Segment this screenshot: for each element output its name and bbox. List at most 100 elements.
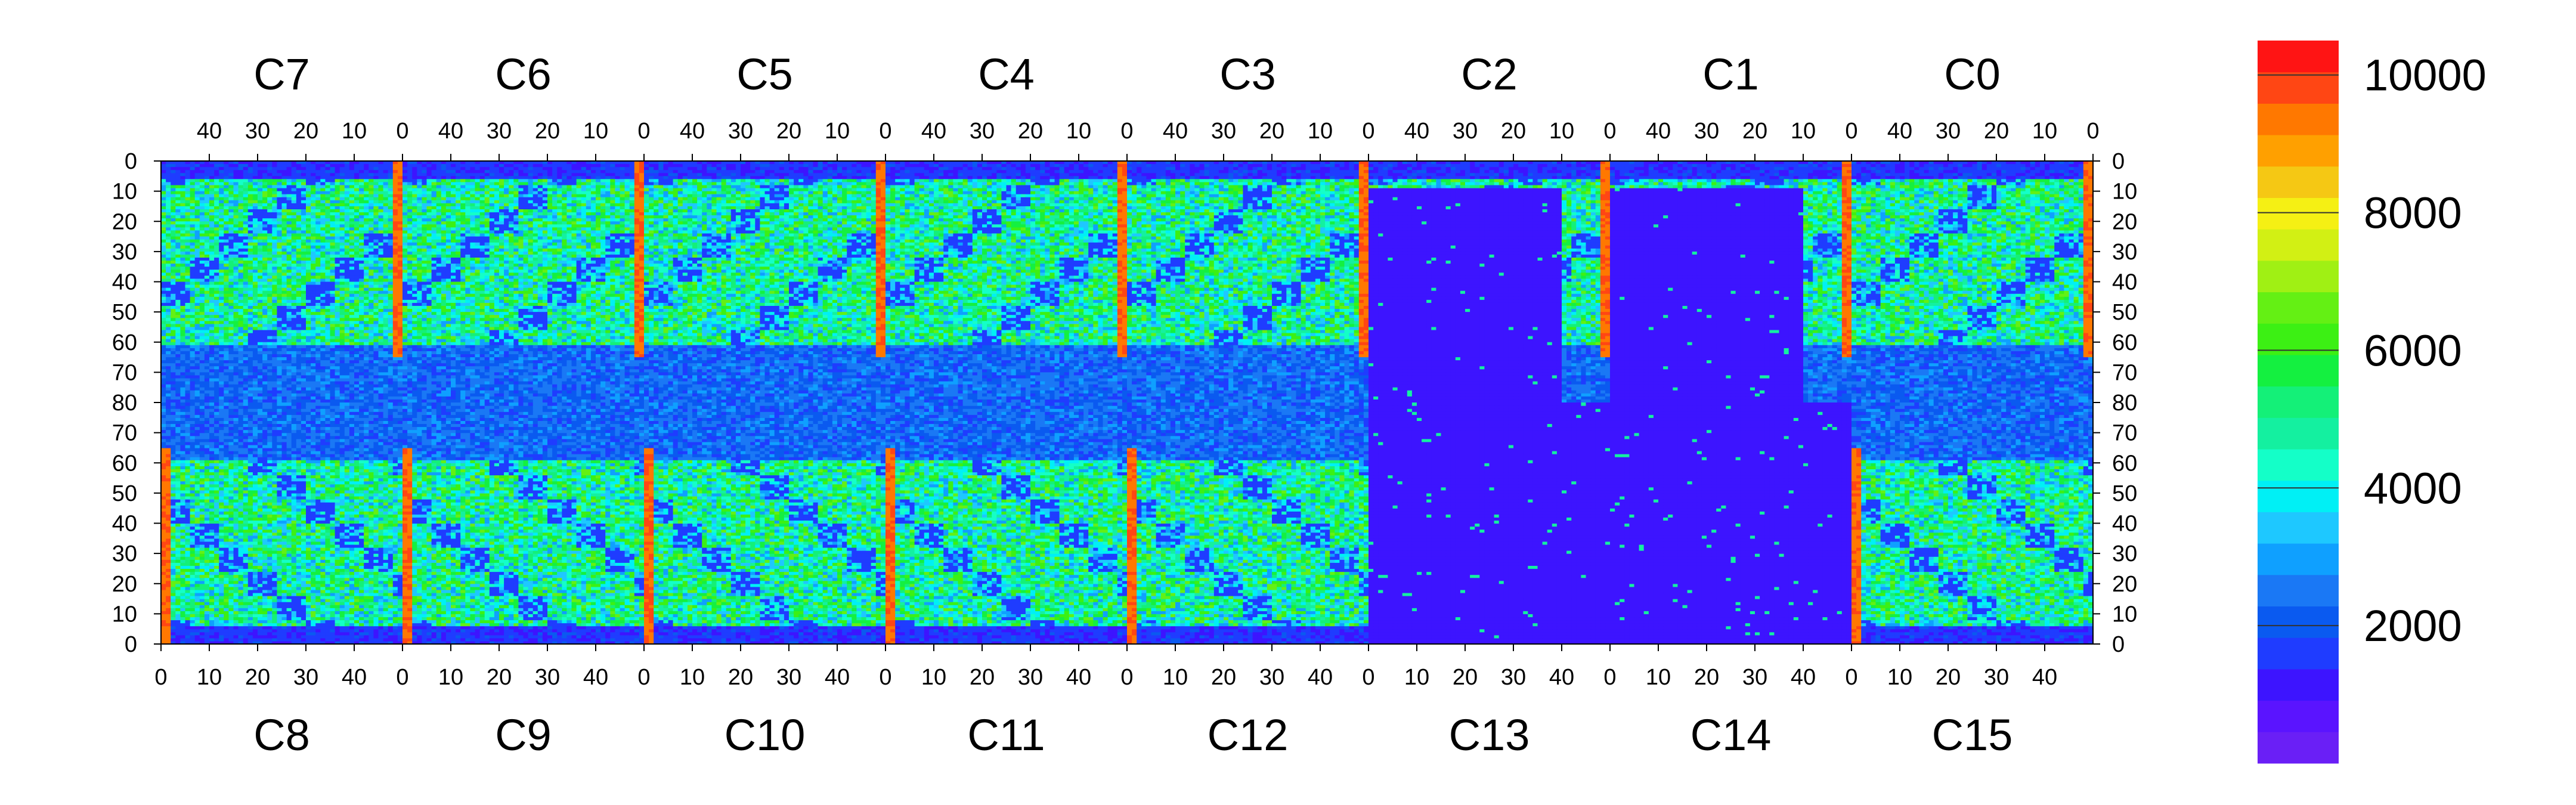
heatmap-cell	[369, 182, 374, 185]
heatmap-cell	[369, 234, 374, 237]
heatmap-cell	[373, 218, 379, 222]
heatmap-cell	[393, 224, 398, 228]
heatmap-cell	[345, 230, 350, 234]
heatmap-cell	[301, 164, 306, 168]
heatmap-cell	[296, 237, 302, 240]
heatmap-cell	[388, 224, 394, 228]
heatmap-cell	[359, 164, 364, 168]
heatmap-cell	[359, 203, 364, 207]
heatmap-cell	[287, 170, 292, 174]
heatmap-cell	[166, 191, 171, 195]
heatmap-cell	[373, 179, 379, 182]
heatmap-cell	[209, 203, 215, 207]
heatmap-cell	[349, 221, 355, 225]
heatmap-cell	[239, 252, 244, 255]
heatmap-cell	[282, 240, 287, 243]
heatmap-cell	[243, 206, 249, 210]
heatmap-cell	[340, 230, 345, 234]
heatmap-cell	[219, 240, 224, 243]
heatmap-cell	[161, 221, 166, 225]
heatmap-cell	[277, 249, 282, 252]
heatmap-cell	[340, 246, 345, 249]
heatmap-cell	[369, 230, 374, 234]
heatmap-cell	[379, 240, 384, 243]
heatmap-cell	[272, 191, 277, 195]
heatmap-cell	[359, 185, 364, 189]
heatmap-cell	[287, 227, 292, 231]
chip-label-C13: C13	[1449, 710, 1530, 760]
heatmap-cell	[219, 246, 224, 249]
heatmap-cell	[200, 164, 205, 168]
heatmap-cell	[209, 249, 215, 252]
heatmap-cell	[175, 234, 181, 237]
heatmap-cell	[315, 246, 321, 249]
heatmap-cell	[205, 200, 210, 204]
heatmap-cell	[301, 237, 306, 240]
heatmap-cell	[325, 170, 330, 174]
heatmap-cell	[345, 188, 350, 192]
heatmap-cell	[379, 234, 384, 237]
heatmap-cell	[315, 194, 321, 198]
heatmap-cell	[166, 164, 171, 168]
heatmap-cell	[292, 167, 297, 171]
heatmap-cell	[190, 246, 196, 249]
heatmap-cell	[262, 188, 268, 192]
heatmap-cell	[306, 176, 311, 179]
heatmap-cell	[200, 252, 205, 255]
bottom-chip-labels: C8 C9 C10 C11 C12 C13 C14 C15	[253, 710, 2012, 760]
heatmap-cell	[340, 176, 345, 179]
heatmap-cell	[373, 176, 379, 179]
heatmap-cell	[345, 240, 350, 243]
heatmap-cell	[258, 191, 263, 195]
heatmap-cell	[239, 221, 244, 225]
heatmap-cell	[234, 185, 239, 189]
heatmap-cell	[166, 170, 171, 174]
x-tick-label: 30	[1018, 665, 1043, 690]
heatmap-cell	[180, 167, 185, 171]
heatmap-cell	[205, 191, 210, 195]
heatmap-cell	[166, 249, 171, 252]
heatmap-cell	[262, 170, 268, 174]
heatmap-cell	[195, 246, 200, 249]
heatmap-cell	[243, 246, 249, 249]
heatmap-cell	[369, 167, 374, 171]
heatmap-cell	[239, 230, 244, 234]
heatmap-cell	[239, 167, 244, 171]
heatmap-cell	[161, 246, 166, 249]
x-tick-label: 20	[1936, 665, 1961, 690]
heatmap-cell	[354, 173, 360, 177]
heatmap-cell	[345, 179, 350, 182]
heatmap-cell	[214, 227, 219, 231]
heatmap-cell	[320, 197, 326, 201]
heatmap-cell	[335, 191, 340, 195]
heatmap-cell	[383, 200, 389, 204]
heatmap-cell	[171, 170, 176, 174]
chip-label-C10: C10	[724, 710, 806, 760]
heatmap-cell	[330, 237, 336, 240]
heatmap-cell	[287, 246, 292, 249]
heatmap-cell	[393, 237, 398, 240]
heatmap-cell	[369, 218, 374, 222]
heatmap-cell	[398, 200, 403, 204]
y-tick-label: 50	[2112, 300, 2137, 325]
heatmap-cell	[277, 218, 282, 222]
x-tick-label: 0	[879, 119, 891, 144]
heatmap-cell	[185, 164, 191, 168]
heatmap-cell	[311, 249, 316, 252]
heatmap-cell	[379, 185, 384, 189]
heatmap-cell	[262, 200, 268, 204]
heatmap-cell	[175, 170, 181, 174]
heatmap-cell	[354, 194, 360, 198]
heatmap-cell	[349, 240, 355, 243]
heatmap-cell	[190, 240, 196, 243]
heatmap-cell	[195, 194, 200, 198]
heatmap-cell	[262, 212, 268, 216]
heatmap-cell	[364, 221, 369, 225]
heatmap-cell	[219, 252, 224, 255]
x-tick-label: 40	[680, 119, 705, 144]
heatmap-cell	[330, 179, 336, 182]
heatmap-cell	[325, 240, 330, 243]
heatmap-cell	[171, 182, 176, 185]
heatmap-cell	[190, 252, 196, 255]
heatmap-cell	[262, 179, 268, 182]
